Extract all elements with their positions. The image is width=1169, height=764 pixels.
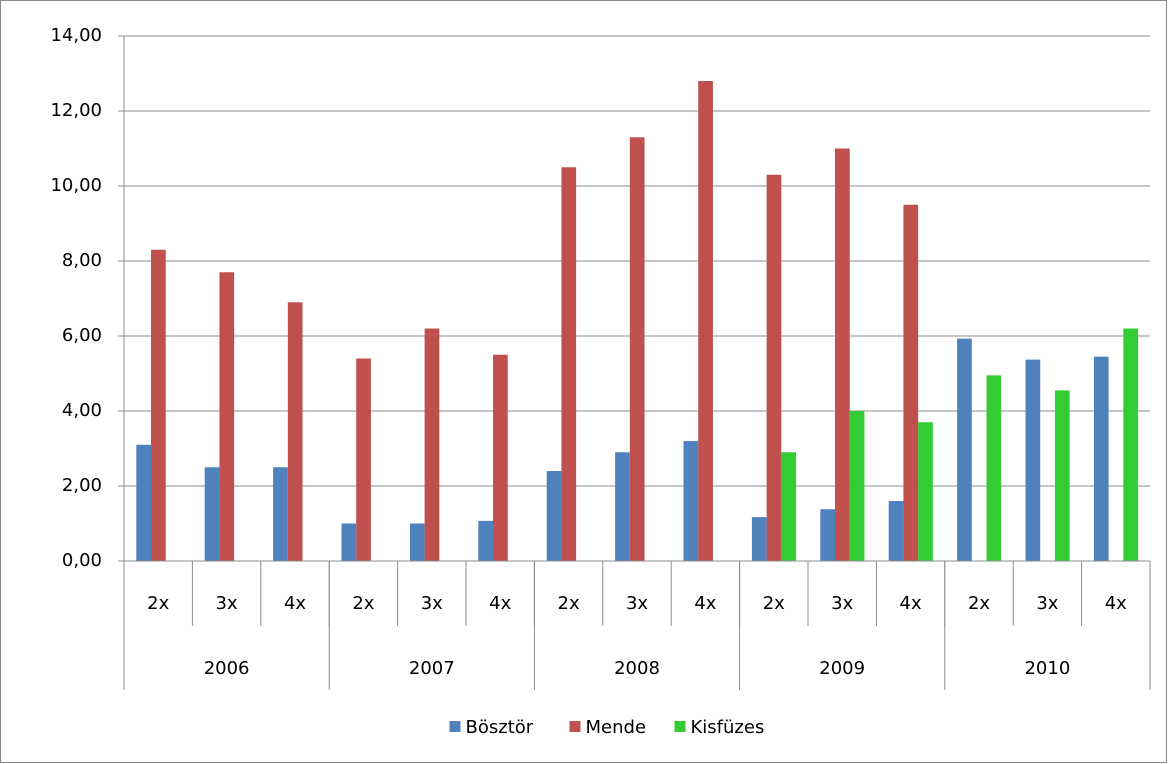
y-tick-label: 6,00: [62, 325, 102, 346]
x-tick-label: 2x: [558, 593, 580, 614]
x-tick-label: 3x: [831, 593, 853, 614]
y-tick-label: 10,00: [50, 175, 102, 196]
bar: [356, 358, 371, 561]
x-tick-label: 3x: [421, 593, 443, 614]
bar: [546, 471, 562, 561]
y-tick-label: 2,00: [62, 475, 102, 496]
legend-label: Mende: [586, 717, 647, 738]
bar: [561, 167, 577, 561]
bar: [273, 467, 288, 561]
bar: [136, 444, 152, 561]
bar: [151, 249, 166, 561]
legend-swatch: [449, 721, 461, 732]
bar: [683, 441, 699, 561]
bar: [1093, 356, 1109, 561]
legend-swatch: [674, 721, 686, 732]
bar: [424, 328, 440, 561]
y-tick-label: 14,00: [50, 25, 102, 46]
bar: [849, 411, 865, 561]
x-tick-label: 4x: [489, 593, 511, 614]
bar: [835, 148, 850, 561]
bar: [986, 375, 1002, 561]
x-tick-label: 3x: [216, 593, 238, 614]
group-label: 2009: [819, 658, 865, 679]
group-label: 2007: [409, 658, 455, 679]
legend-label: Bösztör: [466, 717, 534, 738]
bar: [1054, 390, 1070, 561]
bar: [820, 509, 836, 561]
group-label: 2008: [614, 658, 660, 679]
bar: [698, 81, 713, 561]
bar: [903, 204, 919, 561]
bar: [493, 354, 508, 561]
x-tick-label: 4x: [694, 593, 716, 614]
legend-swatch: [569, 721, 581, 732]
bar: [478, 520, 494, 561]
x-tick-label: 4x: [284, 593, 306, 614]
bar: [287, 302, 303, 561]
y-tick-label: 0,00: [62, 550, 102, 571]
bar: [615, 452, 630, 561]
x-tick-label: 2x: [968, 593, 990, 614]
bar: [766, 174, 782, 561]
x-tick-label: 4x: [900, 593, 922, 614]
group-label: 2006: [204, 658, 250, 679]
x-tick-label: 3x: [1036, 593, 1058, 614]
y-tick-label: 12,00: [50, 100, 102, 121]
bar: [1123, 328, 1139, 561]
bar: [957, 338, 972, 561]
x-tick-label: 3x: [626, 593, 648, 614]
bar: [409, 523, 425, 561]
bar: [219, 272, 235, 561]
y-tick-label: 8,00: [62, 250, 102, 271]
x-tick-label: 2x: [147, 593, 169, 614]
group-label: 2010: [1024, 658, 1070, 679]
bar: [341, 523, 357, 561]
legend-label: Kisfüzes: [691, 717, 765, 738]
bar: [888, 501, 904, 561]
bar: [751, 517, 767, 561]
x-tick-label: 2x: [352, 593, 374, 614]
bar: [918, 422, 933, 561]
x-tick-label: 2x: [763, 593, 785, 614]
y-tick-label: 4,00: [62, 400, 102, 421]
bar: [1025, 359, 1041, 561]
x-tick-label: 4x: [1105, 593, 1127, 614]
bar: [629, 137, 645, 561]
bar: [781, 452, 797, 561]
bar: [204, 467, 220, 561]
